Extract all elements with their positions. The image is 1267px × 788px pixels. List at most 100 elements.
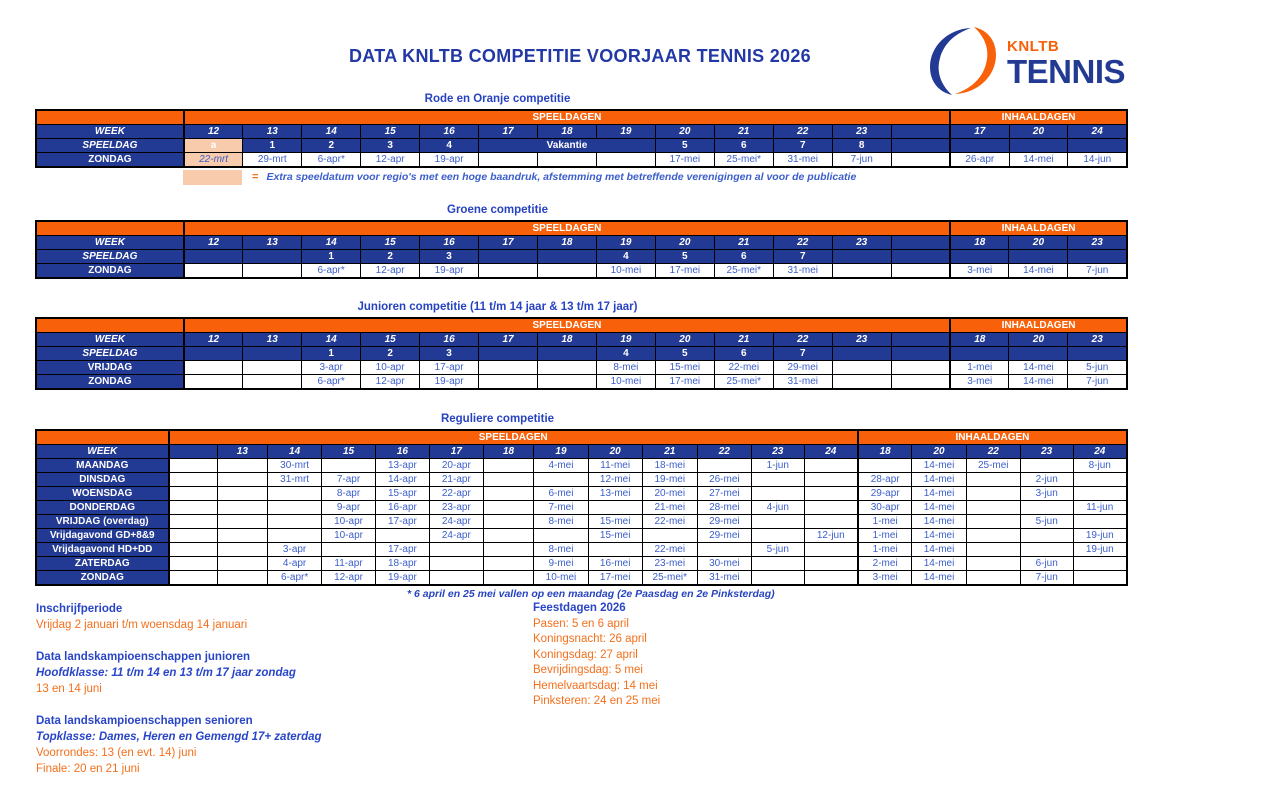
- table-host-rode-oranje: SPEELDAGEN INHAALDAGEN WEEK 12 13 14 15 16 17 18 1…: [35, 109, 1128, 168]
- date-cell: 19-apr: [374, 570, 430, 586]
- inhaal-date-cell: 14-mei: [911, 528, 967, 543]
- inhaal-week-header-cell: 24: [1067, 124, 1128, 139]
- date-cell: [242, 374, 303, 390]
- date-cell: 6-apr*: [301, 263, 362, 279]
- inhaal-date-cell: [1019, 528, 1074, 543]
- week-header-cell: 17: [428, 444, 484, 459]
- logo-tennis-text: TENNIS: [1007, 52, 1126, 90]
- inhaal-date-cell: [965, 570, 1021, 586]
- date-cell: [750, 486, 805, 501]
- date-cell: 11-apr: [321, 556, 376, 571]
- date-cell: [482, 500, 535, 515]
- inhaal-date-cell: [1008, 138, 1069, 153]
- speeldag-cell: 1: [301, 249, 362, 264]
- week-header-cell: 15: [360, 332, 421, 347]
- date-cell: 30-mei: [696, 556, 752, 571]
- date-cell: [478, 360, 538, 375]
- date-cell: 6-apr*: [267, 570, 323, 586]
- competition-table-rode-oranje: SPEELDAGEN INHAALDAGEN WEEK 12 13 14 15 16 17 18 1…: [35, 109, 1128, 168]
- date-cell: 15-apr: [374, 486, 430, 501]
- info-group-header: Inschrijfperiode: [36, 603, 123, 615]
- week-header-cell: 23: [831, 332, 892, 347]
- date-cell: 4-mei: [533, 458, 589, 473]
- date-cell: [750, 556, 805, 571]
- inhaal-date-cell: 14-mei: [1008, 263, 1069, 279]
- legend-equals: =: [252, 171, 259, 183]
- date-cell: 25-mei*: [641, 570, 698, 586]
- week-header-cell: 22: [772, 235, 833, 250]
- inhaal-date-cell: [1019, 542, 1074, 557]
- week-header-cell: 20: [654, 332, 715, 347]
- inhaal-week-header-cell: 20: [1008, 235, 1069, 250]
- date-cell: [537, 152, 597, 168]
- date-cell: 25-mei*: [713, 152, 774, 168]
- week-header-cell: 17: [478, 235, 538, 250]
- date-cell: [216, 472, 269, 487]
- week-header-cell: 15: [321, 444, 376, 459]
- date-cell: 28-mei: [696, 500, 752, 515]
- week-header-cell: 16: [419, 235, 480, 250]
- inhaal-date-cell: 5-jun: [1019, 514, 1074, 529]
- inhaal-date-cell: [949, 346, 1010, 361]
- date-cell: [482, 570, 535, 586]
- date-cell: 12-jun: [803, 528, 859, 543]
- speeldag-cell: [536, 249, 597, 264]
- speeldag-cell: [890, 249, 951, 264]
- date-cell: 29-mei: [696, 528, 752, 543]
- speeldag-cell: 7: [772, 138, 833, 153]
- speeldag-cell: a: [183, 138, 244, 153]
- inhaal-week-header-cell: 18: [949, 235, 1010, 250]
- week-header-cell: 13: [242, 124, 303, 139]
- inhaal-date-cell: 14-mei: [1008, 360, 1069, 375]
- inhaal-date-cell: 26-apr: [949, 152, 1010, 168]
- inhaal-date-cell: 6-jun: [1019, 556, 1074, 571]
- info-line: Voorrondes: 13 (en evt. 14) juni: [36, 747, 197, 759]
- date-cell: 12-mei: [587, 472, 643, 487]
- inhaal-date-cell: [1072, 556, 1128, 571]
- feestdagen-header: Feestdagen 2026: [533, 602, 626, 614]
- date-cell: 18-mei: [641, 458, 698, 473]
- date-cell: [750, 472, 805, 487]
- week-header-cell: 19: [595, 124, 656, 139]
- inhaal-date-cell: [1019, 458, 1074, 473]
- section-title: Rode en Oranje competitie: [424, 93, 571, 105]
- date-cell: [183, 374, 244, 390]
- date-cell: [750, 528, 805, 543]
- inhaal-date-cell: 3-mei: [949, 374, 1010, 390]
- speeldag-cell: 4: [419, 138, 480, 153]
- date-cell: 10-mei: [595, 374, 656, 390]
- inhaal-week-header-cell: 18: [856, 444, 913, 459]
- date-cell: [216, 500, 269, 515]
- date-cell: 19-apr: [419, 263, 480, 279]
- inhaaldagen-band: INHAALDAGEN: [949, 109, 1128, 125]
- legend: = Extra speeldatum voor regio's met een …: [183, 169, 1128, 185]
- date-cell: [482, 514, 535, 529]
- date-cell: [803, 556, 859, 571]
- week-header-cell: 18: [536, 332, 597, 347]
- speeldag-cell: 5: [654, 138, 715, 153]
- date-cell: [478, 152, 539, 168]
- speeldag-cell: [890, 346, 951, 361]
- info-group: Data landskampioenschappen senioren Topkl…: [36, 713, 506, 777]
- week-header-cell: 17: [478, 124, 539, 139]
- date-cell: 17-apr: [374, 542, 430, 557]
- inhaal-date-cell: [949, 138, 1010, 153]
- week-header-cell: 21: [713, 124, 774, 139]
- inhaal-date-cell: [965, 486, 1021, 501]
- row-label: ZONDAG: [35, 570, 170, 586]
- date-cell: [482, 528, 535, 543]
- inhaal-date-cell: 7-jun: [1067, 263, 1128, 279]
- row-label: VRIJDAG (overdag): [35, 514, 170, 529]
- date-cell: 11-mei: [587, 458, 643, 473]
- week-header-cell: 14: [301, 332, 362, 347]
- date-cell: 17-mei: [654, 152, 715, 168]
- inhaaldagen-band: INHAALDAGEN: [856, 429, 1128, 445]
- date-cell: [750, 514, 805, 529]
- date-cell: [321, 458, 376, 473]
- speeldagen-band: SPEELDAGEN: [183, 317, 951, 333]
- date-cell: 15-mei: [587, 514, 643, 529]
- date-cell: 18-apr: [374, 556, 430, 571]
- speeldag-cell: 2: [301, 138, 362, 153]
- date-cell: 29-mei: [772, 360, 833, 375]
- date-cell: [168, 486, 218, 501]
